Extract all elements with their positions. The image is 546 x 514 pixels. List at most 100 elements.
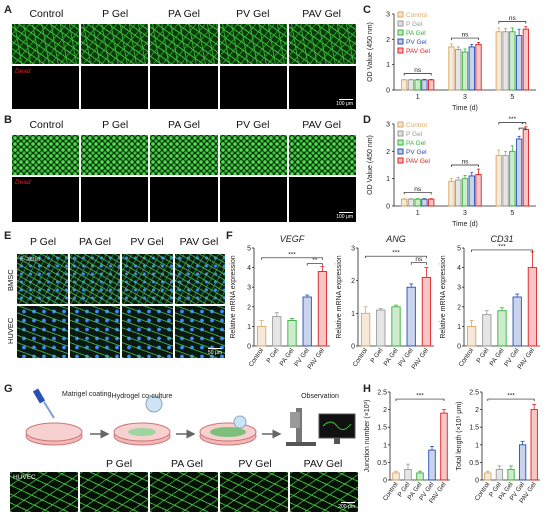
legend-swatch — [397, 130, 404, 137]
scale-bar: 100 μm — [336, 214, 354, 220]
micrograph-fluorescence — [122, 306, 173, 358]
group-label: PV Gel — [236, 8, 270, 20]
significance-bracket — [518, 127, 527, 131]
micrograph-network — [80, 472, 148, 512]
step-label: Matrigel coating — [62, 391, 112, 398]
micrograph-live — [219, 24, 287, 64]
y-tick-label: 1 — [475, 442, 479, 449]
coculture-dish-icon — [199, 415, 257, 446]
significance-label: ns — [415, 256, 423, 263]
y-tick-label: 2 — [351, 278, 355, 285]
significance-bracket — [487, 398, 535, 402]
y-tick-label: 0.5 — [377, 460, 387, 467]
bar — [440, 412, 448, 481]
significance-label: ns — [414, 67, 422, 74]
row-label-bmsc: BMSC — [6, 269, 15, 291]
y-tick-label: 1 — [351, 311, 355, 318]
bar — [414, 198, 421, 207]
bar — [360, 312, 371, 347]
y-tick-label: 5 — [457, 246, 461, 253]
legend-label: PV Gel — [406, 149, 427, 156]
legend-swatch — [397, 29, 404, 36]
panel-a-dead-row: Dead 100 μm — [12, 66, 357, 109]
y-tick-label: 0.5 — [469, 460, 479, 467]
y-tick-label: 2 — [386, 149, 390, 156]
bar — [475, 174, 482, 207]
pipette-icon — [32, 388, 55, 419]
micrograph-network: HUVEC — [10, 472, 78, 512]
stain-label: F-actin — [20, 256, 40, 263]
bar — [421, 79, 428, 91]
bar — [302, 296, 312, 347]
panel-e-header: P Gel PA Gel PV Gel PAV Gel — [17, 236, 225, 248]
micrograph-fluorescence: 50 μm — [174, 306, 225, 358]
y-tick-label: 1 — [383, 442, 387, 449]
bar — [518, 444, 527, 481]
bar — [407, 198, 415, 207]
micrograph-fluorescence — [174, 254, 225, 304]
legend-swatch — [397, 148, 404, 155]
y-tick-label: 1 — [386, 62, 390, 69]
y-tick-label: 2 — [457, 304, 461, 311]
significance-label: ns — [414, 186, 422, 193]
microscope-icon — [286, 408, 316, 446]
legend-swatch — [397, 121, 404, 128]
y-axis-label: Junction number (×10³) — [364, 400, 371, 473]
panel-label-a: A — [4, 4, 12, 16]
significance-label: *** — [507, 393, 515, 400]
y-axis-label: OD Value (450 nm) — [367, 22, 374, 82]
micrograph-live — [288, 24, 357, 64]
micrograph-live — [288, 135, 357, 175]
y-tick-label: 3 — [247, 285, 251, 292]
y-tick-label: 2 — [247, 304, 251, 311]
legend-swatch — [397, 20, 404, 27]
legend-label: P Gel — [406, 131, 423, 138]
bar — [392, 472, 400, 481]
step-label: Hydrogel co-culture — [112, 393, 173, 400]
significance-label: * — [521, 122, 524, 129]
bar — [507, 468, 515, 481]
micrograph-live — [81, 24, 149, 64]
micrograph-dead: 100 μm — [288, 66, 357, 109]
panel-label-b: B — [4, 114, 12, 126]
significance-label: *** — [392, 250, 400, 257]
bar — [400, 79, 408, 91]
bar — [256, 325, 267, 347]
group-label: P Gel — [102, 8, 129, 20]
bar — [400, 198, 408, 207]
group-label: PA Gel — [168, 119, 200, 131]
y-axis-label: Total length (×10⁵ μm) — [456, 402, 463, 471]
bar — [317, 271, 328, 347]
group-label: Control — [29, 8, 64, 20]
bar — [495, 154, 502, 207]
chart-title: CD31 — [490, 234, 513, 244]
significance-bracket — [403, 191, 432, 195]
bar — [428, 79, 435, 91]
dead-label: Dead — [15, 179, 31, 186]
group-label: P Gel — [102, 119, 129, 131]
significance-bracket — [365, 255, 427, 259]
group-label: PA Gel — [79, 236, 111, 248]
bar — [522, 28, 530, 91]
cell-type-label: HUVEC — [13, 474, 36, 481]
micrograph-dead — [150, 66, 218, 109]
bar — [407, 79, 415, 91]
group-label: PV Gel — [236, 119, 270, 131]
significance-label: ** — [312, 257, 318, 264]
step-label: Observation — [301, 393, 339, 400]
legend-swatch — [397, 38, 404, 45]
bar — [475, 43, 482, 91]
y-tick-label: 1 — [457, 324, 461, 331]
group-label: PAV Gel — [303, 458, 343, 470]
group-label: PAV Gel — [302, 8, 341, 20]
y-tick-label: 2 — [386, 37, 390, 44]
bar — [484, 472, 492, 481]
micrograph-live — [150, 135, 218, 175]
x-tick-label: 1 — [416, 94, 420, 101]
bar — [448, 180, 455, 207]
bar — [461, 51, 469, 91]
significance-label: *** — [416, 393, 424, 400]
